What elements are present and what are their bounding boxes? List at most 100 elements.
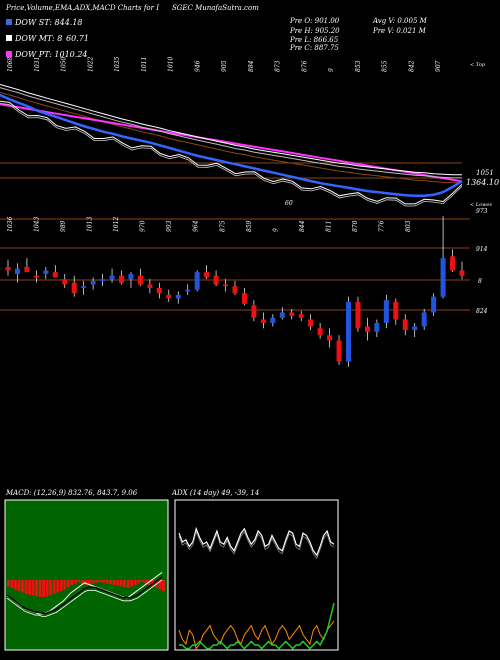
legend-value: 60.71 [66, 34, 89, 43]
macd-hist-bar [52, 580, 56, 594]
macd-hist-bar [63, 580, 67, 590]
candle-body [412, 326, 418, 330]
macd-hist-bar [38, 580, 42, 597]
macd-hist-bar [10, 580, 14, 588]
candle-body [5, 266, 11, 271]
candle-body [241, 293, 247, 304]
candle-body [109, 275, 115, 280]
adx-header: ADX (14 day) 49, -39, 14 [172, 489, 260, 497]
ema-top-label: 907 [435, 60, 442, 72]
candle-body [62, 279, 68, 285]
price-top-label: 1043 [34, 217, 41, 232]
candle-body [336, 340, 342, 362]
price-top-label: 870 [352, 220, 359, 232]
macd-signal-line-2 [6, 579, 163, 617]
macd-hist-bar [56, 580, 60, 593]
candle-body [14, 268, 20, 274]
candle-body [270, 317, 276, 323]
candle-body [194, 272, 200, 290]
macd-hist-bar [80, 580, 84, 584]
price-top-label: 776 [378, 220, 385, 232]
candle-body [43, 270, 49, 274]
candle-body [90, 280, 96, 285]
price-top-label: 989 [60, 220, 67, 232]
macd-hist-bar [112, 580, 116, 585]
legend-label: DOW MT: 8 [15, 34, 63, 43]
ema-mt-line [0, 84, 462, 176]
candle-body [374, 322, 380, 332]
candle-body [232, 286, 238, 294]
candle-body [33, 275, 39, 278]
ema-top-label: 946 [194, 60, 201, 72]
price-top-label: 1013 [87, 217, 94, 232]
adx-plus-di-2 [178, 530, 335, 559]
macd-hist-bar [31, 580, 35, 596]
avg-volume: Avg V: 0.005 M [373, 17, 427, 25]
macd-hist-bar [116, 580, 120, 586]
price-top-label: 875 [219, 220, 226, 232]
macd-hist-bar [158, 580, 162, 590]
legend-label: DOW ST: 844.18 [15, 18, 83, 27]
price-top-label: 844 [299, 220, 306, 232]
candle-body [355, 301, 361, 329]
candle-body [421, 312, 427, 327]
legend-swatch [6, 35, 12, 41]
macd-signal-line [6, 576, 163, 615]
macd-hist-bar [24, 580, 28, 594]
macd-hist-bar [35, 580, 38, 597]
ema-edge-label: < Top [470, 62, 486, 68]
macd-hist-bar [73, 580, 77, 584]
candle-body [52, 272, 58, 278]
price-top-label: 859 [246, 220, 253, 232]
ema-top-label: 855 [382, 60, 389, 72]
ema-price-line-2 [0, 103, 463, 207]
price-top-label: 9 [272, 228, 279, 232]
price-y-label: 914 [476, 246, 488, 253]
candle-body [327, 335, 333, 341]
ema-top-label: 873 [275, 60, 282, 72]
macd-hist-bar [102, 580, 105, 583]
ema-top-label: 842 [408, 60, 415, 72]
macd-hist-bar [137, 580, 141, 584]
ema-brown-line [0, 91, 462, 184]
ema-top-label: 1035 [114, 57, 121, 72]
legend-item-dow-pt: DOW PT: 1010.24 [6, 50, 206, 61]
macd-hist-bar [91, 580, 95, 584]
prev-open: Pre O: 901.00 [290, 17, 340, 25]
macd-panel-bg [4, 499, 169, 651]
ema-y-label: 60 [285, 200, 293, 207]
macd-hist-bar [45, 580, 49, 597]
ema-top-label: 1068 [7, 57, 14, 72]
ema-y-label: 1051 [476, 169, 494, 177]
candle-body [393, 301, 399, 320]
candle-body [128, 273, 134, 280]
macd-hist-bar [59, 580, 63, 591]
candle-body [308, 319, 314, 327]
macd-hist-bar [66, 580, 70, 588]
candle-body [137, 275, 143, 285]
macd-hist-bar [162, 580, 165, 591]
chart-title: Price,Volume,EMA,ADX,MACD Charts for I [6, 4, 159, 12]
macd-header: MACD: (12,26,9) 832.76, 843.7, 9.06 [6, 489, 138, 497]
candle-body [223, 284, 229, 287]
candle-body [459, 270, 465, 276]
price-y-label: 973 [476, 208, 488, 215]
candle-body [298, 314, 304, 318]
macd-hist-bar [123, 580, 127, 588]
macd-hist-bar [126, 580, 130, 588]
price-edge-label: < Lowes [470, 202, 492, 208]
ema-mt-line-2 [0, 87, 462, 179]
macd-hist-bar [133, 580, 137, 585]
prev-low: Pre L: 866.65 [290, 36, 339, 44]
ema-top-label: 1031 [34, 57, 41, 72]
macd-hist-bar [98, 580, 102, 582]
candle-body [251, 305, 257, 318]
price-top-label: 1012 [113, 217, 120, 232]
macd-hist-bar [70, 580, 74, 585]
candle-body [156, 287, 162, 294]
legend-item-dow-mt: DOW MT: 8 60.71 [6, 34, 206, 45]
candle-body [204, 272, 210, 278]
ema-top-label: 905 [221, 60, 228, 72]
ema-top-label: 9 [328, 68, 335, 72]
candle-body [100, 279, 106, 281]
